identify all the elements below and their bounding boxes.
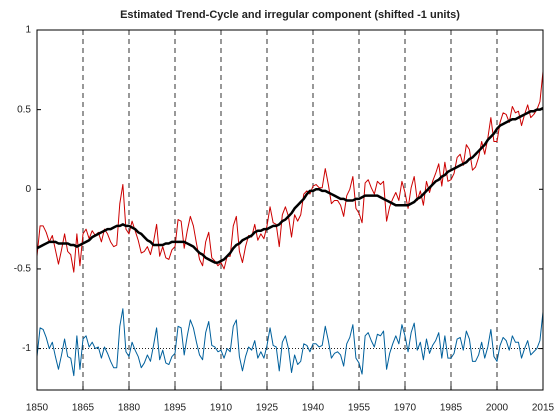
x-tick-label: 1955: [348, 403, 371, 414]
series-line: [36, 308, 544, 377]
x-tick-label: 1880: [118, 403, 141, 414]
x-tick-label: 1850: [26, 403, 49, 414]
y-tick-label: 0: [25, 184, 31, 195]
x-tick-label: 1895: [164, 403, 187, 414]
series-line: [36, 106, 544, 264]
x-tick-label: 1910: [210, 403, 233, 414]
x-tick-label: 1925: [256, 403, 279, 414]
x-tick-label: 1970: [394, 403, 417, 414]
plot-frame: [36, 29, 544, 391]
y-tick-label: 1: [25, 25, 31, 36]
x-tick-label: 1865: [72, 403, 95, 414]
series-line: [36, 71, 544, 273]
y-tick-label: -0.5: [14, 264, 32, 275]
x-tick-label: 1985: [440, 403, 463, 414]
chart-title: Estimated Trend-Cycle and irregular comp…: [120, 9, 460, 21]
x-tick-label: 2015: [532, 403, 555, 414]
y-tick-label: -1: [22, 343, 31, 354]
y-tick-label: 0.5: [17, 104, 31, 115]
x-tick-label: 1940: [302, 403, 325, 414]
x-tick-label: 2000: [486, 403, 509, 414]
